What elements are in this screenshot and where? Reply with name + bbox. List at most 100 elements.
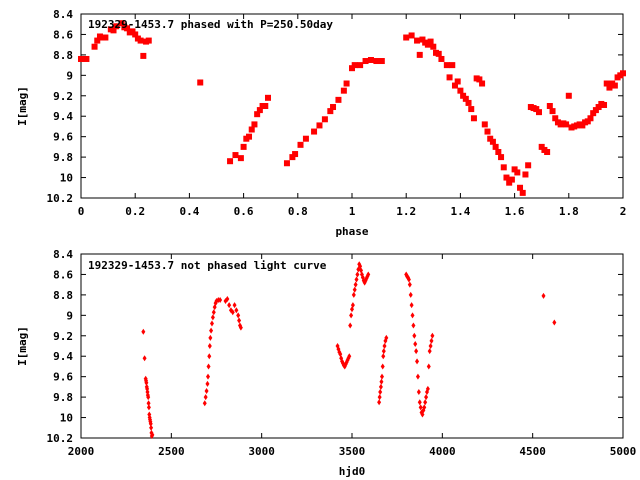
data-point	[500, 164, 507, 171]
data-point	[297, 141, 304, 148]
data-point	[414, 348, 419, 355]
y-tick-label: 9.6	[53, 371, 73, 384]
data-point	[519, 189, 526, 196]
data-point	[352, 286, 357, 293]
data-point	[118, 20, 125, 27]
data-point	[544, 149, 551, 155]
data-point	[209, 320, 214, 327]
x-tick-label: 4000	[429, 445, 456, 458]
data-point	[462, 95, 469, 102]
data-point	[546, 103, 553, 109]
data-point	[348, 322, 353, 329]
y-tick-label: 10	[60, 172, 73, 185]
data-point	[357, 62, 364, 69]
data-point	[283, 160, 290, 167]
data-point	[316, 122, 323, 129]
data-point	[78, 55, 84, 62]
data-point	[205, 380, 210, 387]
unphased-chart-title: 192329-1453.7 not phased light curve	[88, 259, 327, 272]
data-point	[511, 166, 518, 173]
data-point	[423, 399, 428, 406]
data-point	[124, 25, 131, 32]
x-tick-label: 3000	[248, 445, 275, 458]
unphased-x-axis-label: hjd0	[339, 465, 366, 478]
data-point	[227, 158, 234, 165]
data-point	[132, 31, 139, 38]
data-point	[506, 179, 513, 186]
data-point	[225, 295, 230, 302]
y-tick-label: 8.4	[53, 248, 73, 261]
data-point	[481, 121, 488, 128]
data-point	[83, 55, 90, 62]
data-point	[446, 74, 453, 81]
data-point	[410, 312, 415, 319]
phased-y-axis-label: I[mag]	[16, 86, 29, 126]
data-point	[351, 291, 356, 298]
data-point	[384, 334, 389, 341]
data-point	[379, 378, 384, 385]
data-point	[140, 52, 147, 59]
data-point	[254, 111, 261, 118]
y-tick-label: 9	[66, 69, 73, 82]
data-point	[412, 332, 417, 339]
data-point	[197, 79, 204, 86]
data-point	[620, 70, 626, 77]
phased-x-ticks: 0 0.2 0.4 0.6 0.8 1 1.2 1.4 1.6 1.8 2	[78, 14, 626, 218]
data-point	[416, 389, 421, 395]
data-point	[302, 135, 309, 142]
y-tick-label: 8.6	[53, 28, 73, 41]
y-tick-label: 9.8	[53, 151, 73, 164]
data-point	[251, 121, 258, 128]
data-point	[457, 87, 464, 94]
data-point	[495, 149, 502, 155]
data-point	[470, 115, 477, 122]
y-tick-label: 10.2	[47, 192, 74, 205]
data-point	[207, 353, 212, 360]
y-tick-label: 9.2	[53, 330, 73, 343]
data-point	[611, 82, 618, 89]
x-tick-label: 4500	[519, 445, 546, 458]
x-tick-label: 1.2	[396, 205, 416, 218]
data-point	[427, 348, 432, 355]
unphased-y-axis-label: I[mag]	[16, 326, 29, 366]
data-point	[425, 385, 430, 392]
data-point	[541, 292, 546, 299]
data-point	[227, 302, 232, 309]
data-point	[424, 41, 431, 48]
data-point	[113, 23, 120, 30]
data-point	[408, 32, 415, 39]
data-point	[246, 133, 253, 140]
data-point	[146, 394, 151, 401]
data-point	[415, 358, 420, 365]
data-point	[489, 138, 496, 145]
x-tick-label: 0.8	[288, 205, 308, 218]
data-point	[522, 171, 529, 178]
data-point	[430, 332, 435, 339]
data-point	[381, 348, 386, 355]
data-point	[429, 337, 434, 344]
data-point	[350, 302, 355, 309]
data-point	[141, 328, 146, 335]
data-point	[379, 373, 384, 380]
data-point	[538, 143, 545, 150]
data-point	[407, 281, 412, 288]
data-point	[426, 363, 431, 370]
data-point	[595, 104, 602, 111]
data-point	[230, 309, 235, 316]
data-point	[321, 116, 328, 123]
unphased-plot-frame	[80, 253, 624, 439]
data-point	[487, 135, 494, 142]
data-point	[232, 152, 239, 159]
data-point	[438, 55, 445, 62]
data-point	[498, 154, 505, 161]
data-point	[144, 379, 149, 386]
data-point	[349, 65, 355, 72]
x-tick-label: 2000	[68, 445, 95, 458]
unphased-points	[141, 261, 557, 439]
x-tick-label: 1.4	[450, 205, 470, 218]
y-tick-label: 10.2	[47, 432, 74, 445]
data-point	[380, 363, 385, 370]
data-point	[148, 420, 153, 427]
y-tick-label: 9.6	[53, 131, 73, 144]
